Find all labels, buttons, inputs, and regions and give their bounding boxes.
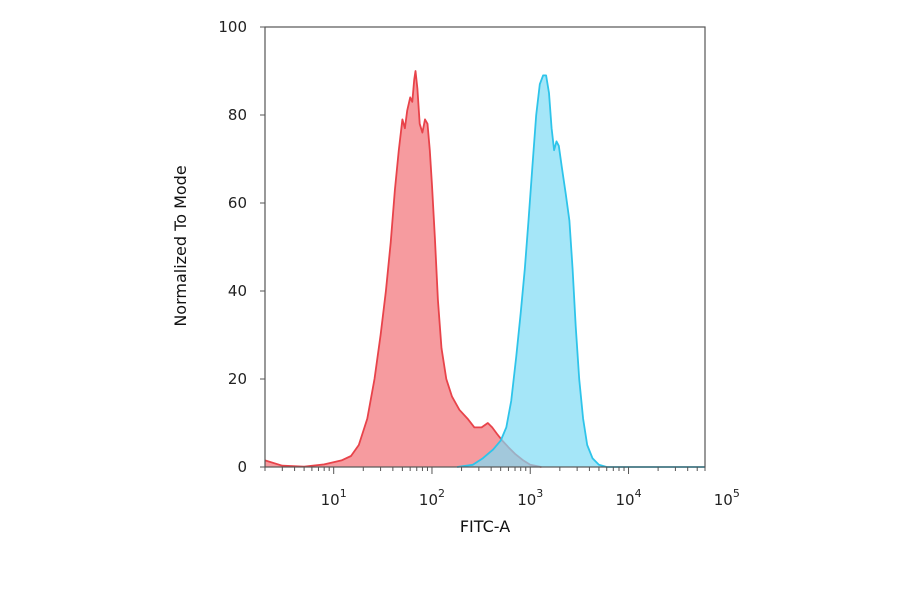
y-tick-label: 80 — [228, 106, 247, 124]
y-axis-title: Normalized To Mode — [171, 165, 190, 326]
x-axis-title: FITC-A — [460, 517, 510, 536]
series-2-area — [457, 75, 705, 468]
x-tick-label: 102 — [419, 487, 445, 509]
x-tick-label: 101 — [321, 487, 347, 509]
x-tick-label: 104 — [615, 487, 641, 509]
plot-frame — [264, 26, 706, 468]
x-tick-label: 105 — [714, 487, 740, 509]
y-tick-label: 100 — [218, 18, 247, 36]
y-tick-label: 40 — [228, 282, 247, 300]
x-tick-label: 103 — [517, 487, 543, 509]
y-axis: 0 20 40 60 80 100 — [218, 18, 265, 476]
series-layer — [264, 70, 705, 468]
y-tick-label: 0 — [237, 458, 247, 476]
x-axis: 101 102 103 104 105 — [264, 467, 740, 509]
y-tick-label: 20 — [228, 370, 247, 388]
y-tick-label: 60 — [228, 194, 247, 212]
series-1-area — [265, 71, 542, 467]
series-2-line — [456, 74, 705, 468]
series-1-line — [264, 70, 542, 468]
